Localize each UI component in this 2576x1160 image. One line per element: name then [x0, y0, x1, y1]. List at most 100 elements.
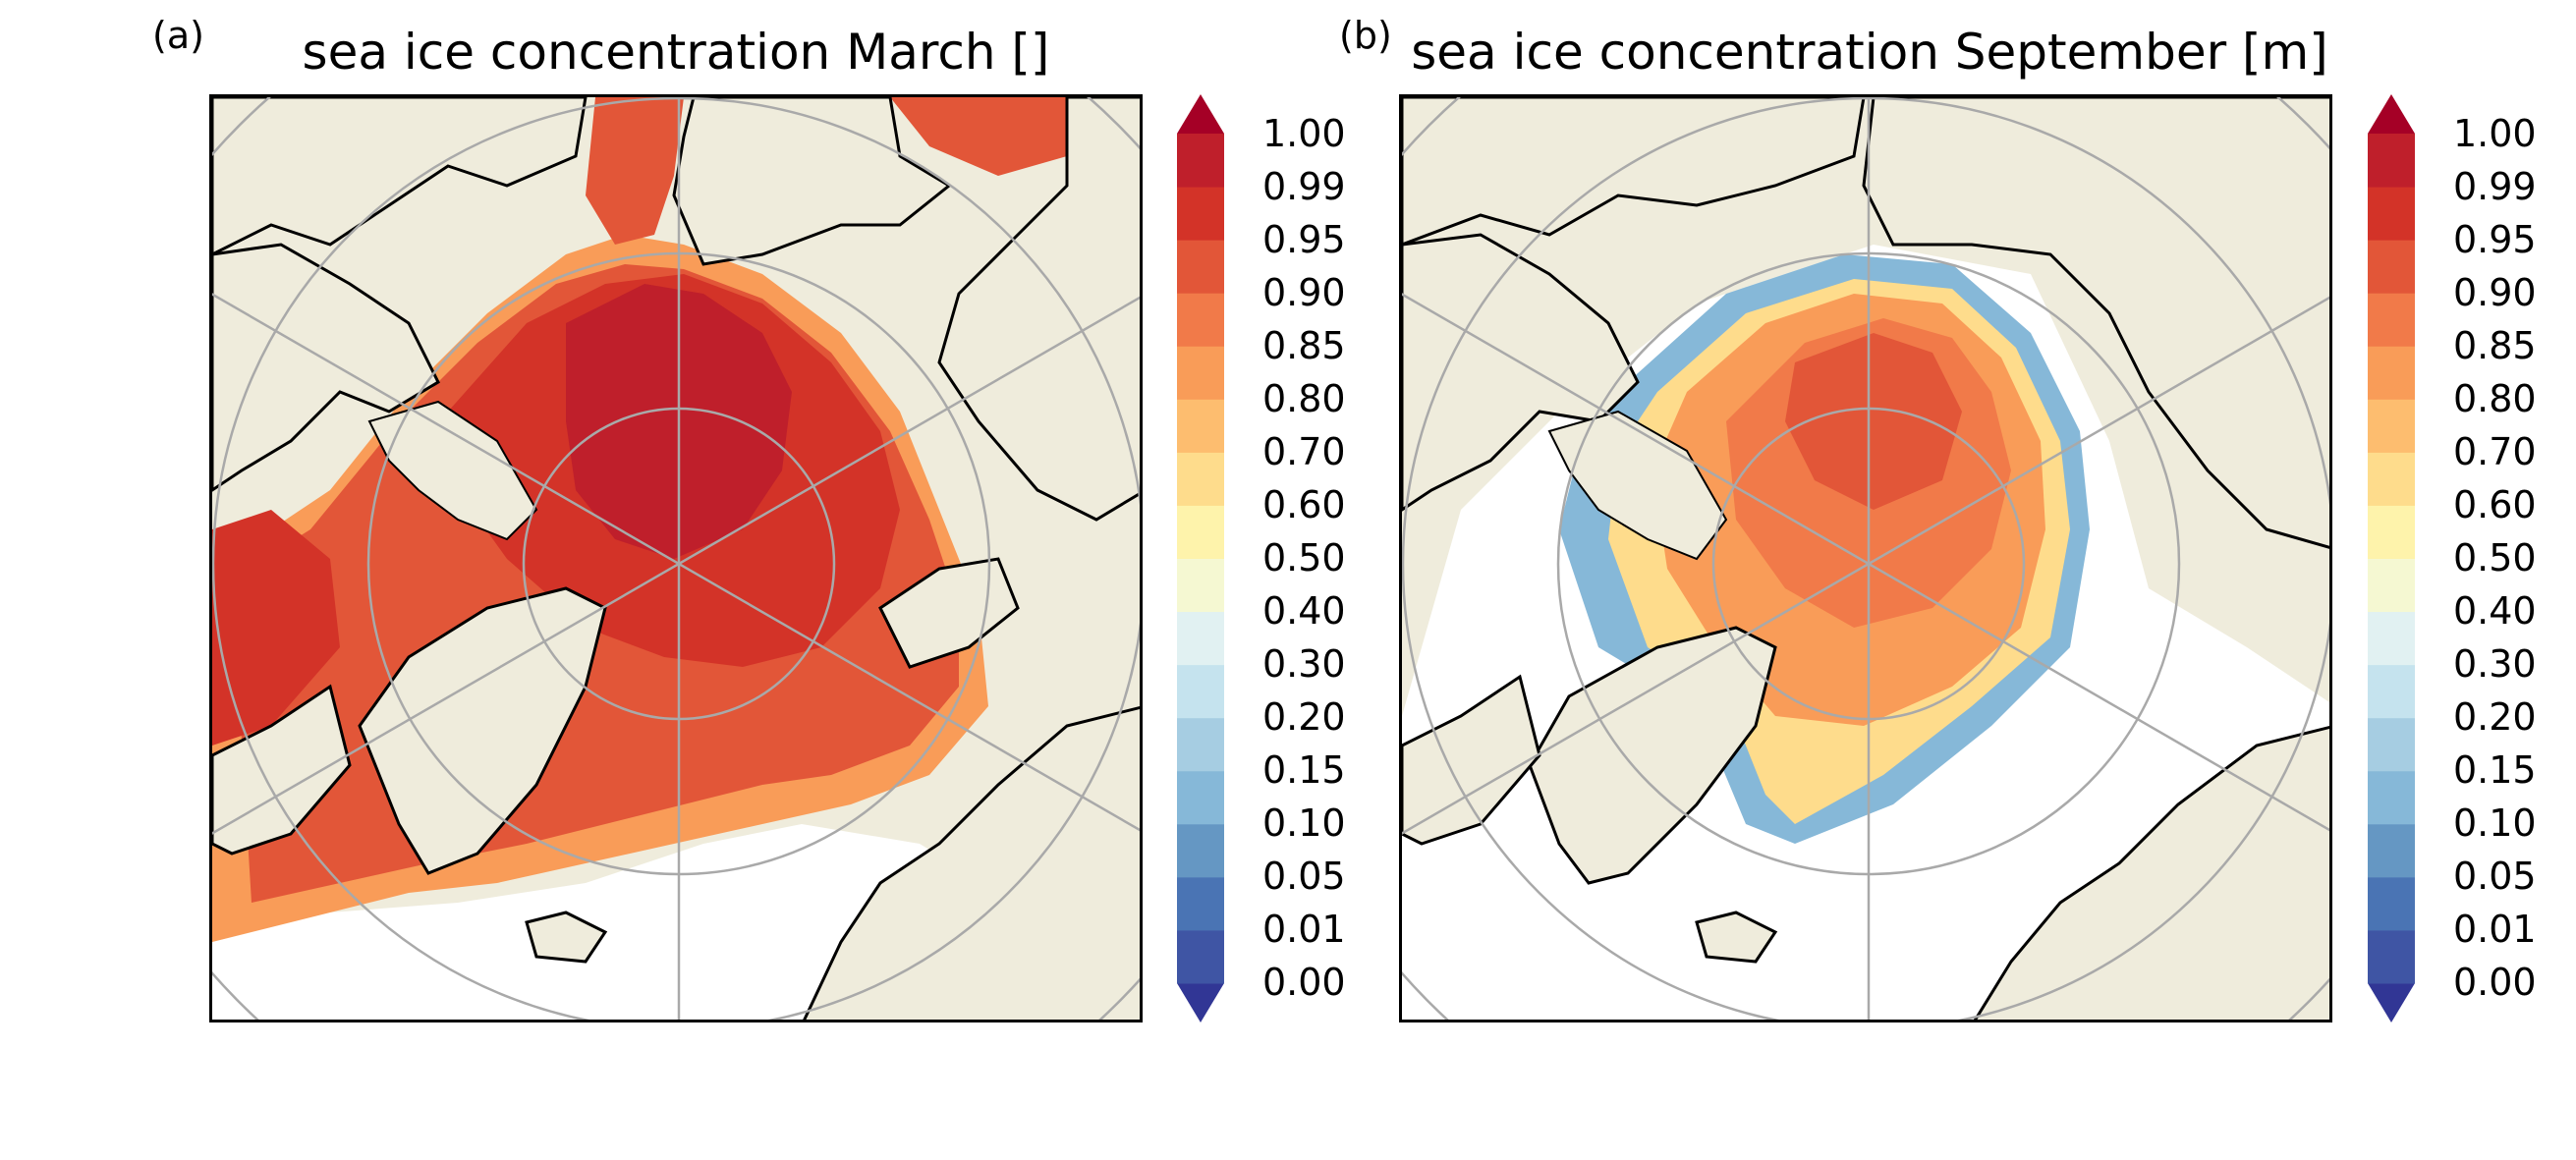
- land-novaya-zemlya: [878, 557, 1020, 669]
- ice-northeast: [890, 97, 1077, 176]
- panel-b-map: [1399, 94, 2332, 1022]
- colorbar-band: [1177, 611, 1224, 666]
- colorbar-tick-label: 0.90: [1262, 271, 1346, 314]
- colorbar-band: [2368, 770, 2415, 825]
- colorbar-band: [2368, 187, 2415, 241]
- colorbar-tick-label: 0.50: [1262, 536, 1346, 580]
- colorbar-tick-label: 0.99: [1262, 165, 1346, 208]
- colorbar-band: [1177, 240, 1224, 294]
- colorbar-tick-label: 0.30: [1262, 642, 1346, 686]
- graticule: [1402, 97, 2329, 1020]
- land-siberia: [1862, 97, 2329, 549]
- panel-a-colorbar: [1177, 94, 1224, 1022]
- land-labrador: [1402, 674, 1541, 846]
- colorbar-band: [1177, 346, 1224, 400]
- colorbar-tick-label: 0.70: [1262, 430, 1346, 473]
- land-alaska: [1402, 97, 1866, 247]
- land-canadian-archipelago: [1547, 410, 1728, 561]
- colorbar-tick-label: 0.30: [2453, 642, 2537, 686]
- colorbar-tick-label: 0.20: [1262, 695, 1346, 739]
- colorbar-band: [1177, 399, 1224, 453]
- colorbar-tick-label: 0.60: [2453, 483, 2537, 526]
- colorbar-band: [2368, 717, 2415, 772]
- colorbar-band: [1177, 876, 1224, 931]
- colorbar-band: [2368, 452, 2415, 506]
- panel-b-colorbar: [2368, 94, 2415, 1022]
- colorbar-band: [1177, 505, 1224, 559]
- colorbar-tick-label: 0.99: [2453, 165, 2537, 208]
- colorbar-band: [1177, 664, 1224, 719]
- colorbar-band: [1177, 134, 1224, 188]
- colorbar-band: [1177, 717, 1224, 772]
- colorbar-tick-label: 0.85: [1262, 324, 1346, 367]
- colorbar-tick-label: 0.40: [1262, 589, 1346, 633]
- colorbar-tick-label: 0.01: [1262, 908, 1346, 951]
- colorbar-band: [1177, 187, 1224, 241]
- colorbar-tick-label: 0.01: [2453, 908, 2537, 951]
- colorbar-tick-label: 0.95: [2453, 218, 2537, 261]
- meridian-120: [212, 296, 1140, 835]
- panel-a-letter: (a): [152, 14, 204, 57]
- colorbar-band: [2368, 505, 2415, 559]
- colorbar-tick-label: 0.05: [1262, 855, 1346, 898]
- colorbar-band: [2368, 929, 2415, 984]
- colorbar-band: [1177, 770, 1224, 825]
- land-siberia: [672, 97, 952, 266]
- colorbar-band: [2368, 558, 2415, 613]
- panel-a-colorbar-svg: [1177, 94, 1224, 1022]
- colorbar-tick-label: 0.60: [1262, 483, 1346, 526]
- colorbar-band: [2368, 240, 2415, 294]
- panel-a-map-svg: [212, 97, 1140, 1020]
- colorbar-extend-min: [2368, 983, 2415, 1022]
- colorbar-tick-label: 0.80: [2453, 377, 2537, 420]
- land-chukotka: [937, 97, 1140, 522]
- land-iceland: [1695, 911, 1778, 964]
- meridian-120: [1402, 296, 2329, 835]
- land-canadian-archipelago: [367, 400, 538, 541]
- colorbar-tick-label: 0.70: [2453, 430, 2537, 473]
- colorbar-band: [1177, 452, 1224, 506]
- colorbar-tick-label: 0.95: [1262, 218, 1346, 261]
- ice-pack-center: [1785, 333, 1962, 510]
- colorbar-tick-label: 0.40: [2453, 589, 2537, 633]
- land-iceland: [525, 911, 608, 964]
- colorbar-band: [2368, 664, 2415, 719]
- land-labrador: [212, 684, 352, 856]
- panel-b-title: sea ice concentration September [m]: [1411, 24, 2328, 81]
- colorbar-band: [1177, 929, 1224, 984]
- colorbar-band: [1177, 558, 1224, 613]
- colorbar-band: [2368, 134, 2415, 188]
- colorbar-band: [2368, 399, 2415, 453]
- colorbar-tick-label: 0.10: [1262, 801, 1346, 845]
- land-alaska: [212, 97, 588, 256]
- colorbar-tick-label: 0.80: [1262, 377, 1346, 420]
- land-canada: [212, 243, 440, 492]
- colorbar-tick-label: 0.10: [2453, 801, 2537, 845]
- colorbar-band: [2368, 611, 2415, 666]
- colorbar-band: [1177, 823, 1224, 878]
- colorbar-extend-max: [1177, 94, 1224, 134]
- colorbar-tick-label: 1.00: [2453, 112, 2537, 155]
- ice-northern-lobe: [586, 97, 684, 245]
- panel-b-colorbar-svg: [2368, 94, 2415, 1022]
- colorbar-tick-label: 0.00: [1262, 961, 1346, 1004]
- colorbar-extend-max: [2368, 94, 2415, 134]
- panel-b-map-svg: [1402, 97, 2329, 1020]
- colorbar-tick-label: 0.15: [2453, 748, 2537, 792]
- graticule: [212, 97, 1140, 1020]
- land-scandinavia: [1973, 725, 2329, 1020]
- colorbar-band: [2368, 823, 2415, 878]
- colorbar-band: [2368, 293, 2415, 347]
- panel-b-letter: (b): [1339, 14, 1392, 57]
- colorbar-tick-label: 1.00: [1262, 112, 1346, 155]
- colorbar-band: [2368, 876, 2415, 931]
- colorbar-tick-label: 0.50: [2453, 536, 2537, 580]
- colorbar-band: [1177, 293, 1224, 347]
- panel-a-map: [209, 94, 1143, 1022]
- land-greenland: [1528, 626, 1777, 885]
- ice-hudson-bay: [212, 510, 340, 746]
- colorbar-tick-label: 0.20: [2453, 695, 2537, 739]
- colorbar-tick-label: 0.15: [1262, 748, 1346, 792]
- colorbar-tick-label: 0.00: [2453, 961, 2537, 1004]
- colorbar-extend-min: [1177, 983, 1224, 1022]
